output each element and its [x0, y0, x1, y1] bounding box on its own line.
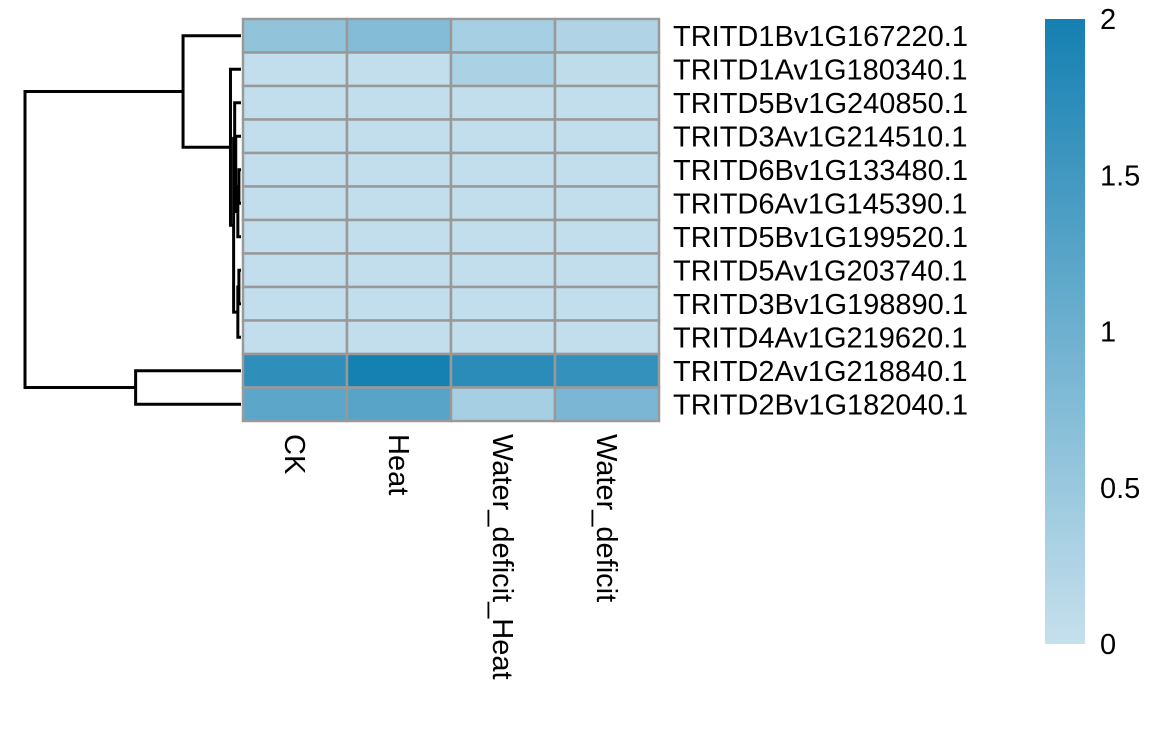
color-legend: 0 0.5 1 1.5 2 — [1045, 4, 1140, 661]
heatmap-cell — [345, 51, 453, 88]
row-label: TRITD5Av1G203740.1 — [673, 255, 967, 287]
heatmap-cell — [345, 319, 453, 356]
heatmap-cell — [345, 218, 453, 255]
heatmap-cell — [241, 218, 349, 255]
dendrogram-branch — [23, 89, 184, 389]
row-label: TRITD1Bv1G167220.1 — [673, 21, 968, 53]
heatmap-cell — [449, 352, 557, 389]
legend-tick-label: 2 — [1100, 4, 1116, 36]
heatmap-cell — [241, 285, 349, 322]
heatmap-cell — [553, 185, 661, 222]
column-label: CK — [278, 434, 310, 475]
legend-tick-label: 0 — [1100, 629, 1116, 661]
heatmap-cell — [241, 17, 349, 54]
heatmap-cell — [449, 252, 557, 289]
heatmap-cell — [345, 352, 453, 389]
legend-tick-label: 1 — [1100, 317, 1116, 349]
heatmap-cell — [345, 118, 453, 155]
heatmap-cell — [553, 352, 661, 389]
heatmap-cell — [553, 218, 661, 255]
heatmap-cell — [241, 118, 349, 155]
heatmap-cell — [553, 319, 661, 356]
heatmap-cell — [241, 151, 349, 188]
heatmap-cell — [553, 17, 661, 54]
heatmap-cell — [449, 84, 557, 121]
heatmap-cell — [345, 151, 453, 188]
column-label: Heat — [382, 434, 414, 495]
heatmap-cell — [449, 218, 557, 255]
heatmap-cell — [345, 252, 453, 289]
heatmap-cell — [449, 285, 557, 322]
row-label: TRITD6Av1G145390.1 — [673, 188, 967, 220]
heatmap-cell — [241, 352, 349, 389]
heatmap-cell — [449, 17, 557, 54]
heatmap-cell — [553, 285, 661, 322]
row-label: TRITD2Av1G218840.1 — [673, 356, 967, 388]
column-label: Water_deficit_Heat — [486, 434, 518, 680]
column-labels: CK Heat Water_deficit_Heat Water_deficit — [278, 434, 622, 680]
heatmap-cell — [345, 386, 453, 423]
heatmap-cell — [553, 386, 661, 423]
row-label: TRITD5Bv1G240850.1 — [673, 88, 968, 120]
heatmap-cell — [241, 51, 349, 88]
heatmap-cell — [449, 185, 557, 222]
row-label: TRITD1Av1G180340.1 — [673, 54, 967, 86]
heatmap-cell — [345, 17, 453, 54]
heatmap-cell — [345, 185, 453, 222]
column-label: Water_deficit — [590, 434, 622, 602]
row-label: TRITD5Bv1G199520.1 — [673, 222, 968, 254]
heatmap-cell — [553, 252, 661, 289]
dendrogram-branch — [134, 369, 241, 406]
row-labels: TRITD1Bv1G167220.1TRITD1Av1G180340.1TRIT… — [673, 21, 968, 422]
heatmap-cell — [241, 252, 349, 289]
heatmap-cell — [449, 386, 557, 423]
heatmap-cell — [449, 151, 557, 188]
heatmap-cell — [241, 185, 349, 222]
dendrogram-branch — [233, 101, 241, 176]
heatmap-cell — [449, 319, 557, 356]
heatmap-cell — [345, 84, 453, 121]
row-label: TRITD3Av1G214510.1 — [673, 121, 967, 153]
row-label: TRITD6Bv1G133480.1 — [673, 155, 968, 187]
heatmap-cell — [449, 118, 557, 155]
row-label: TRITD3Bv1G198890.1 — [673, 289, 968, 321]
heatmap-cell — [553, 118, 661, 155]
heatmap-cell — [241, 386, 349, 423]
row-dendrogram — [23, 34, 241, 406]
legend-color-bar — [1045, 19, 1085, 644]
heatmap-cell — [449, 51, 557, 88]
row-label: TRITD2Bv1G182040.1 — [673, 389, 968, 421]
row-label: TRITD4Av1G219620.1 — [673, 322, 967, 354]
legend-tick-label: 1.5 — [1100, 160, 1140, 192]
heatmap-cell — [553, 51, 661, 88]
heatmap-cell — [553, 151, 661, 188]
legend-tick-label: 0.5 — [1100, 473, 1140, 505]
heatmap-cell — [553, 84, 661, 121]
heatmap-cell — [345, 285, 453, 322]
heatmap-cell — [241, 84, 349, 121]
dendrogram-branch — [181, 34, 241, 149]
heatmap-cell — [241, 319, 349, 356]
heatmap-cells — [241, 17, 661, 423]
